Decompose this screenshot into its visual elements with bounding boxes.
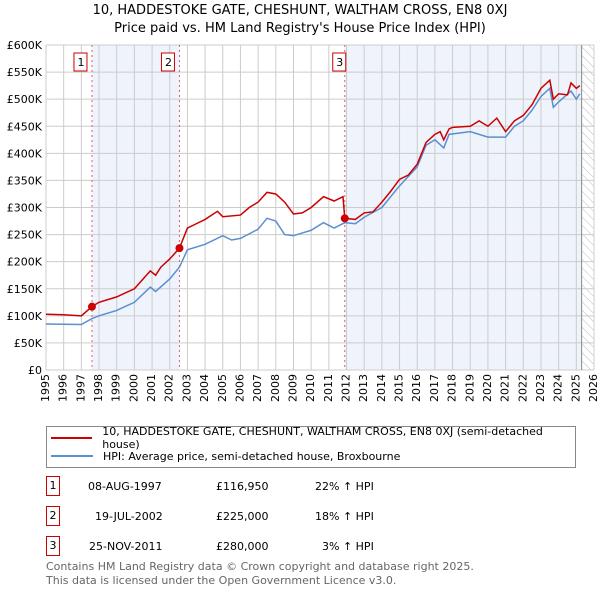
- chart-subtitle: Price paid vs. HM Land Registry's House …: [114, 21, 486, 36]
- sale-date: 25-NOV-2011: [89, 540, 163, 553]
- x-tick-label: 2020: [481, 374, 494, 402]
- y-tick-label: £100K: [7, 310, 43, 323]
- sale-point: [340, 214, 349, 223]
- sale-label-box: [73, 52, 88, 72]
- x-tick-label: 2026: [587, 374, 600, 402]
- x-tick-label: 2007: [251, 374, 264, 402]
- y-tick-label: £450K: [7, 120, 43, 133]
- sale-hpi: 3% ↑ HPI: [322, 540, 374, 553]
- legend-property-line: [51, 437, 93, 439]
- x-tick-label: 2009: [286, 374, 299, 402]
- sale-price: £280,000: [216, 540, 269, 553]
- x-tick-label: 2003: [180, 374, 193, 402]
- sale-badge: 2: [46, 506, 60, 526]
- y-tick-label: £550K: [7, 66, 43, 79]
- x-tick-label: 1995: [39, 374, 52, 402]
- sale-price: £225,000: [216, 510, 269, 523]
- legend-hpi-line: [51, 455, 93, 457]
- sale-hpi: 22% ↑ HPI: [315, 480, 374, 493]
- y-tick-label: £150K: [7, 283, 43, 296]
- footer-licence: This data is licensed under the Open Gov…: [46, 574, 397, 587]
- x-tick-label: 1996: [57, 374, 70, 402]
- sale-label-box: [160, 52, 175, 72]
- x-tick-label: 1998: [92, 374, 105, 402]
- x-tick-label: 2013: [357, 374, 370, 402]
- sale-hpi: 18% ↑ HPI: [315, 510, 374, 523]
- y-tick-label: £250K: [7, 229, 43, 242]
- x-tick-label: 2001: [145, 374, 158, 402]
- sale-label-box: [332, 52, 347, 72]
- y-tick-label: £500K: [7, 93, 43, 106]
- sale-point: [87, 302, 96, 311]
- x-tick-label: 2021: [499, 374, 512, 402]
- sale-price: £116,950: [216, 480, 269, 493]
- x-tick-label: 2024: [552, 374, 565, 402]
- chart-title: 10, HADDESTOKE GATE, CHESHUNT, WALTHAM C…: [92, 3, 508, 18]
- x-tick-label: 2012: [340, 374, 353, 402]
- y-tick-label: £0: [28, 364, 42, 377]
- sale-label: 3: [336, 56, 343, 69]
- property-price-line: [45, 78, 581, 317]
- hpi-line: [45, 86, 581, 326]
- sale-date: 19-JUL-2002: [95, 510, 163, 523]
- x-tick-label: 2000: [127, 374, 140, 402]
- x-tick-label: 2016: [410, 374, 423, 402]
- x-tick-label: 2023: [534, 374, 547, 402]
- y-tick-label: £50K: [14, 337, 43, 350]
- x-tick-label: 2022: [516, 374, 529, 402]
- x-tick-label: 2019: [463, 374, 476, 402]
- x-tick-label: 2006: [233, 374, 246, 402]
- legend-property-label: 10, HADDESTOKE GATE, CHESHUNT, WALTHAM C…: [102, 425, 543, 451]
- x-tick-label: 2011: [322, 374, 335, 402]
- legend-hpi-label: HPI: Average price, semi-detached house,…: [103, 449, 401, 463]
- sale-badge: 1: [46, 476, 60, 496]
- y-tick-label: £600K: [7, 39, 43, 52]
- x-tick-label: 2015: [393, 374, 406, 402]
- legend: 10, HADDESTOKE GATE, CHESHUNT, WALTHAM C…: [46, 425, 576, 468]
- price-chart: 1995 1996 1997 1998 1999 2000 2001 2002 2003 2004…: [7, 39, 600, 402]
- x-tick-label: 2025: [569, 374, 582, 402]
- y-tick-label: £400K: [7, 147, 43, 160]
- footer-copyright: Contains HM Land Registry data © Crown c…: [46, 560, 474, 573]
- x-tick-label: 2010: [304, 374, 317, 402]
- x-tick-label: 1999: [110, 374, 123, 402]
- y-tick-label: £350K: [7, 174, 43, 187]
- x-tick-label: 1997: [74, 374, 87, 402]
- x-tick-label: 2004: [198, 374, 211, 402]
- sale-point: [175, 244, 184, 253]
- x-tick-label: 2002: [163, 374, 176, 402]
- x-tick-label: 2008: [269, 374, 282, 402]
- y-tick-label: £200K: [7, 256, 43, 269]
- x-tick-label: 2018: [446, 374, 459, 402]
- sale-badge: 3: [46, 536, 60, 556]
- sale-date: 08-AUG-1997: [88, 480, 162, 493]
- x-tick-label: 2014: [375, 374, 388, 402]
- x-tick-label: 2017: [428, 374, 441, 402]
- x-tick-label: 2005: [216, 374, 229, 402]
- sale-label: 1: [77, 56, 84, 69]
- y-tick-label: £300K: [7, 202, 43, 215]
- sale-label: 2: [165, 56, 172, 69]
